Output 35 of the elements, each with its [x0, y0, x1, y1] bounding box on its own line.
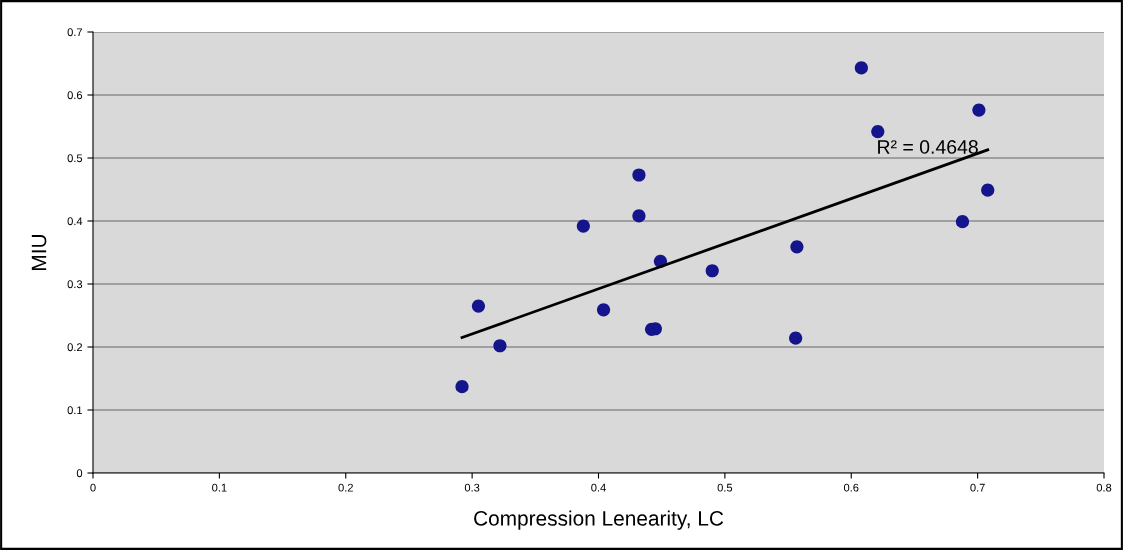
- x-tick-label: 0.6: [843, 483, 859, 492]
- y-tick-label: 0.7: [67, 28, 83, 37]
- point: [981, 183, 995, 197]
- y-axis-title: MIU: [31, 235, 47, 270]
- y-tick-label: 0.5: [67, 154, 83, 163]
- point: [596, 303, 611, 317]
- x-tick-label: 0.3: [464, 483, 480, 492]
- x-tick-label: 0.8: [1096, 483, 1112, 492]
- x-tick-label: 0: [90, 483, 96, 492]
- point: [972, 103, 986, 117]
- y-tick-label: 0.4: [67, 217, 83, 226]
- x-tick-label: 0.7: [970, 483, 985, 492]
- point: [871, 124, 885, 139]
- y-tick-label: 0.1: [67, 406, 83, 415]
- point: [493, 339, 507, 353]
- point: [790, 240, 804, 254]
- point: [455, 380, 469, 394]
- x-tick-label: 0.2: [338, 483, 353, 492]
- point: [789, 331, 803, 345]
- point: [854, 61, 868, 75]
- point: [632, 168, 646, 182]
- y-tick-label: 0: [76, 469, 83, 478]
- point: [576, 219, 590, 233]
- x-tick-label: 0.5: [717, 483, 733, 492]
- y-tick-label: 0.3: [67, 280, 83, 289]
- x-tick-label: 0.1: [212, 483, 227, 492]
- x-axis-title: Compression Lenearity, LC: [474, 510, 724, 530]
- point: [632, 209, 646, 223]
- y-tick-label: 0.2: [67, 343, 83, 352]
- point: [955, 215, 970, 229]
- y-tick-label: 0.6: [67, 91, 83, 100]
- point: [705, 264, 719, 278]
- annotation: R² = 0.4648: [878, 140, 978, 154]
- x-tick-label: 0.4: [591, 483, 606, 492]
- point: [471, 299, 486, 313]
